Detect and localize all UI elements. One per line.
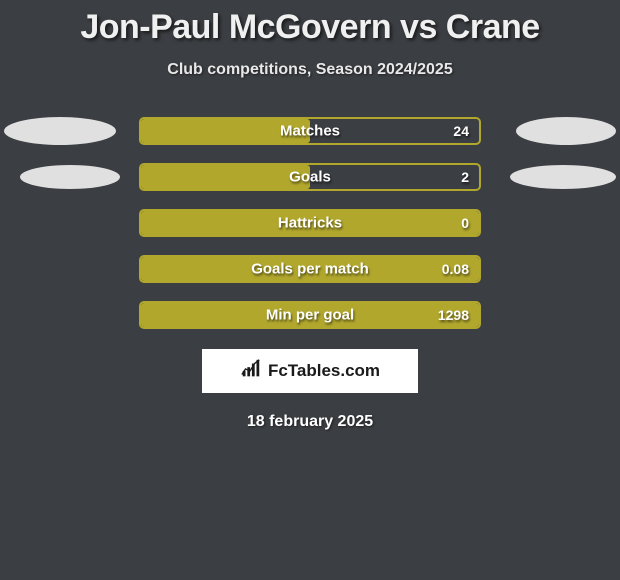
- ellipse-left: [4, 117, 116, 145]
- stats-container: Matches24 Goals2 Hattricks0 Goals per match…: [0, 117, 620, 329]
- stat-bar: Matches24: [139, 117, 481, 145]
- stat-row: Hattricks0: [0, 209, 620, 237]
- stat-bar-fill: [141, 257, 479, 281]
- stat-bar-fill: [141, 303, 479, 327]
- stat-bar-fill: [141, 119, 310, 143]
- stat-value: 2: [461, 169, 469, 185]
- chart-icon: [240, 358, 262, 385]
- stat-value: 24: [453, 123, 469, 139]
- ellipse-left: [20, 165, 120, 189]
- brand-text: FcTables.com: [268, 361, 380, 381]
- brand-box[interactable]: FcTables.com: [202, 349, 418, 393]
- stat-bar: Goals per match0.08: [139, 255, 481, 283]
- stat-row: Matches24: [0, 117, 620, 145]
- stat-row: Min per goal1298: [0, 301, 620, 329]
- stat-row: Goals2: [0, 163, 620, 191]
- ellipse-right: [510, 165, 616, 189]
- stat-bar: Goals2: [139, 163, 481, 191]
- footer-date: 18 february 2025: [0, 413, 620, 431]
- stat-bar-fill: [141, 165, 310, 189]
- stat-bar: Min per goal1298: [139, 301, 481, 329]
- stat-bar-fill: [141, 211, 479, 235]
- ellipse-right: [516, 117, 616, 145]
- page-title: Jon-Paul McGovern vs Crane: [0, 0, 620, 47]
- page-subtitle: Club competitions, Season 2024/2025: [0, 61, 620, 79]
- stat-row: Goals per match0.08: [0, 255, 620, 283]
- stat-bar: Hattricks0: [139, 209, 481, 237]
